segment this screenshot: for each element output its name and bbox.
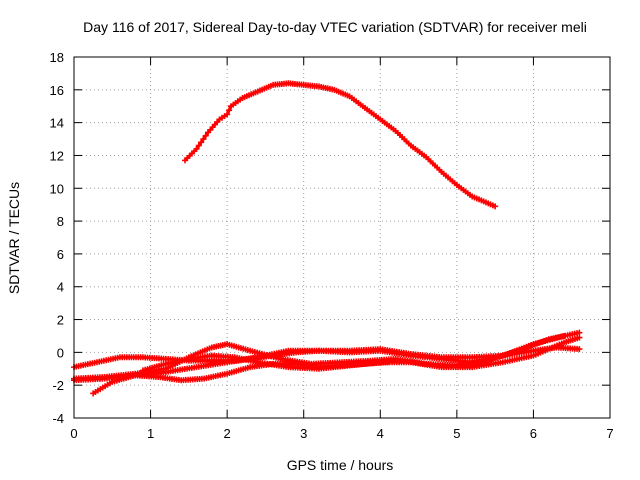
y-tick-label: -4 xyxy=(52,411,64,426)
x-tick-label: 0 xyxy=(70,426,77,441)
data-point xyxy=(224,111,231,118)
y-tick-label: 8 xyxy=(57,214,64,229)
x-axis-label: GPS time / hours xyxy=(287,457,394,473)
y-tick-label: 16 xyxy=(50,83,64,98)
y-tick-label: 6 xyxy=(57,247,64,262)
y-tick-label: 12 xyxy=(50,148,64,163)
y-tick-label: 2 xyxy=(57,313,64,328)
x-tick-label: 3 xyxy=(300,426,307,441)
data-point xyxy=(195,142,202,149)
x-tick-label: 7 xyxy=(606,426,613,441)
data-point xyxy=(198,139,205,146)
y-tick-label: -2 xyxy=(52,378,64,393)
y-tick-label: 14 xyxy=(50,116,64,131)
plot-frame xyxy=(73,56,611,419)
data-point xyxy=(193,145,200,152)
data-point xyxy=(202,132,209,139)
data-point xyxy=(492,203,499,210)
data-point xyxy=(561,332,568,339)
series-arc-high xyxy=(182,80,499,210)
y-tick-label: 4 xyxy=(57,280,64,295)
x-tick-label: 1 xyxy=(147,426,154,441)
data-point xyxy=(226,107,233,114)
data-point xyxy=(576,346,583,353)
chart-title: Day 116 of 2017, Sidereal Day-to-day VTE… xyxy=(83,19,587,35)
y-tick-label: 18 xyxy=(50,50,64,65)
data-point xyxy=(200,136,207,143)
y-axis-label: SDTVAR / TECUs xyxy=(6,182,22,294)
series-arc-e xyxy=(139,334,583,374)
x-tick-label: 5 xyxy=(453,426,460,441)
x-tick-label: 2 xyxy=(224,426,231,441)
y-tick-label: 0 xyxy=(57,345,64,360)
data-point xyxy=(576,334,583,341)
series-line xyxy=(183,81,496,208)
x-tick-label: 6 xyxy=(530,426,537,441)
x-tick-label: 4 xyxy=(377,426,384,441)
series-layer xyxy=(71,80,583,397)
y-tick-label: 10 xyxy=(50,181,64,196)
